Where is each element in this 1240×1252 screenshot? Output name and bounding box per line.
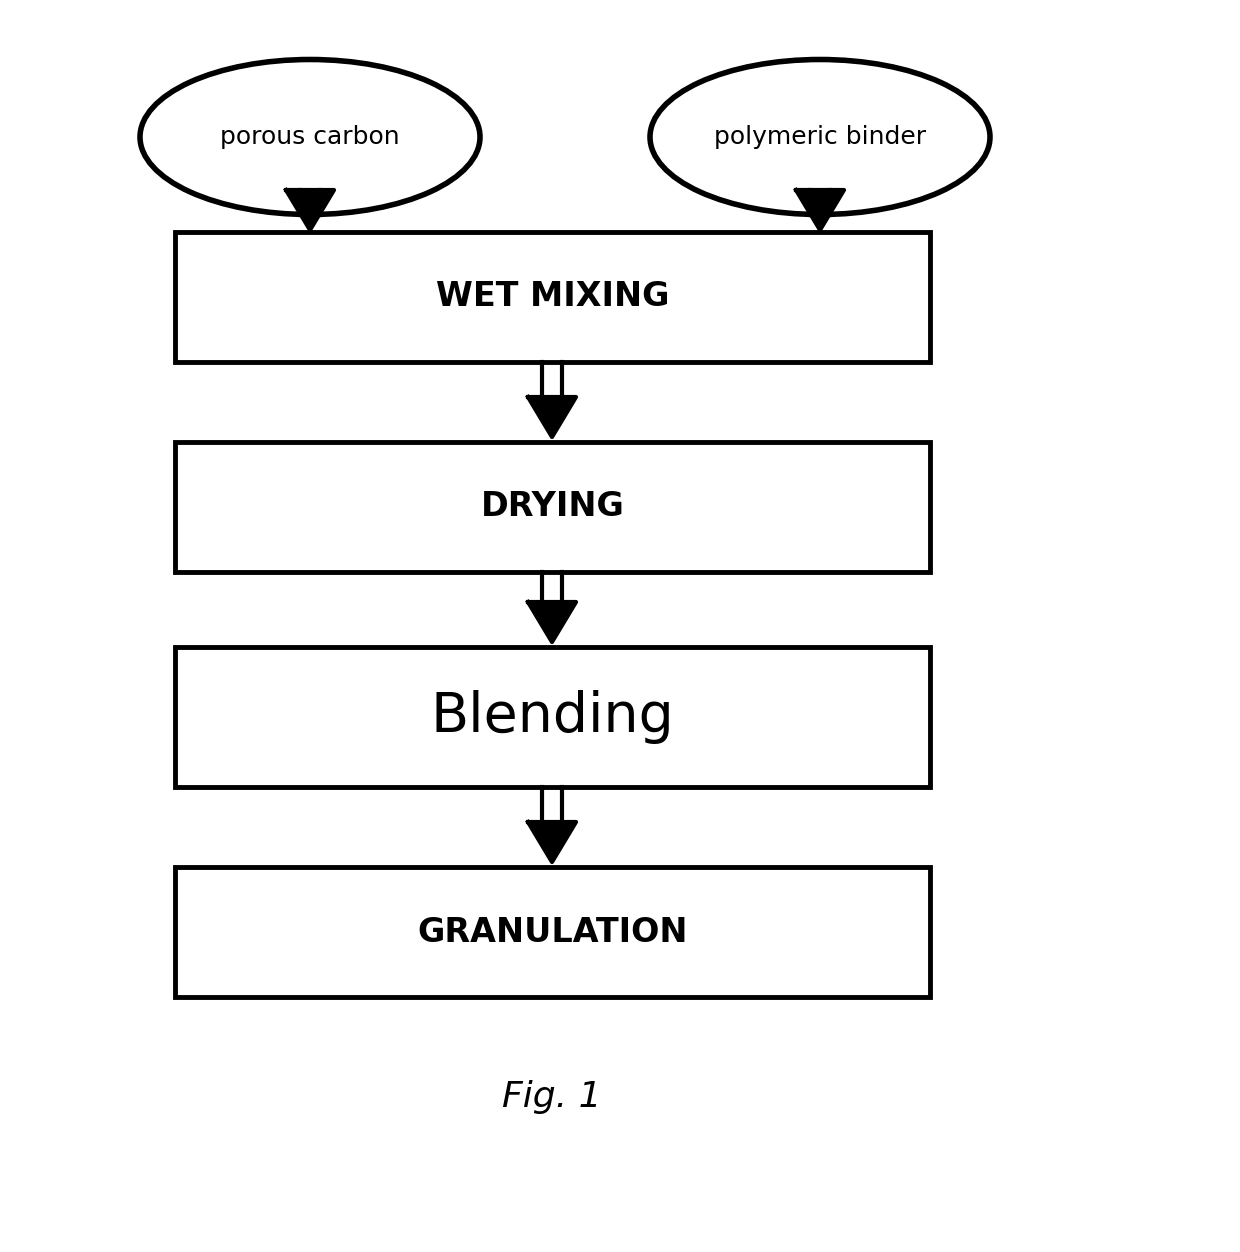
Polygon shape [528, 397, 577, 437]
Bar [175, 866, 930, 997]
Text: DRYING: DRYING [481, 491, 625, 523]
Text: Blending: Blending [430, 690, 675, 744]
Text: GRANULATION: GRANULATION [417, 915, 688, 949]
Bar [175, 442, 930, 572]
Polygon shape [796, 190, 844, 230]
Bar [175, 232, 930, 362]
Text: polymeric binder: polymeric binder [714, 125, 926, 149]
Polygon shape [286, 190, 334, 230]
Polygon shape [528, 823, 577, 861]
Text: WET MIXING: WET MIXING [435, 280, 670, 313]
Text: Fig. 1: Fig. 1 [502, 1080, 601, 1114]
Text: porous carbon: porous carbon [221, 125, 399, 149]
Polygon shape [528, 602, 577, 642]
Bar [175, 647, 930, 788]
